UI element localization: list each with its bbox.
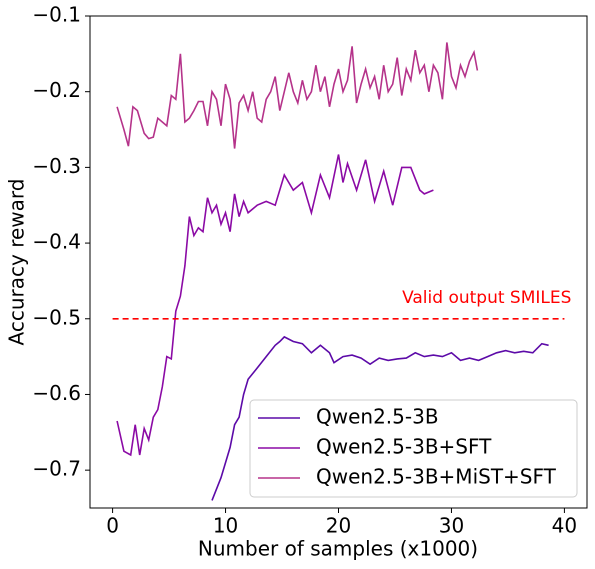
plot-frame [89,15,588,509]
x-tick-label: 20 [326,514,351,538]
legend: Qwen2.5-3B Qwen2.5-3B+SFT Qwen2.5-3B+MiST+… [249,399,578,498]
y-tick-label: −0.5 [32,305,81,329]
annotation: Valid output SMILES [402,288,571,308]
y-tick-label: −0.6 [32,381,81,405]
y-tick-label: −0.7 [32,457,81,481]
series-line [211,335,549,501]
y-tick-label: −0.2 [32,78,81,102]
series-line [116,154,434,457]
x-tick-label: 40 [552,514,577,538]
legend-label: Qwen2.5-3B+SFT [316,435,492,459]
y-tick-label: −0.4 [32,230,81,254]
y-axis-label: Accuracy reward [5,179,29,346]
legend-label: Qwen2.5-3B [316,405,439,429]
legend-box [249,399,578,498]
y-tick-label: −0.3 [32,154,81,178]
legend-label: Qwen2.5-3B+MiST+SFT [316,465,557,489]
x-tick-label: 10 [213,514,238,538]
series-line [116,42,479,149]
y-tick-label: −0.1 [32,3,81,27]
x-tick-label: 30 [439,514,464,538]
x-tick-label: 0 [106,514,119,538]
x-axis-label: Number of samples (x1000) [198,537,478,561]
